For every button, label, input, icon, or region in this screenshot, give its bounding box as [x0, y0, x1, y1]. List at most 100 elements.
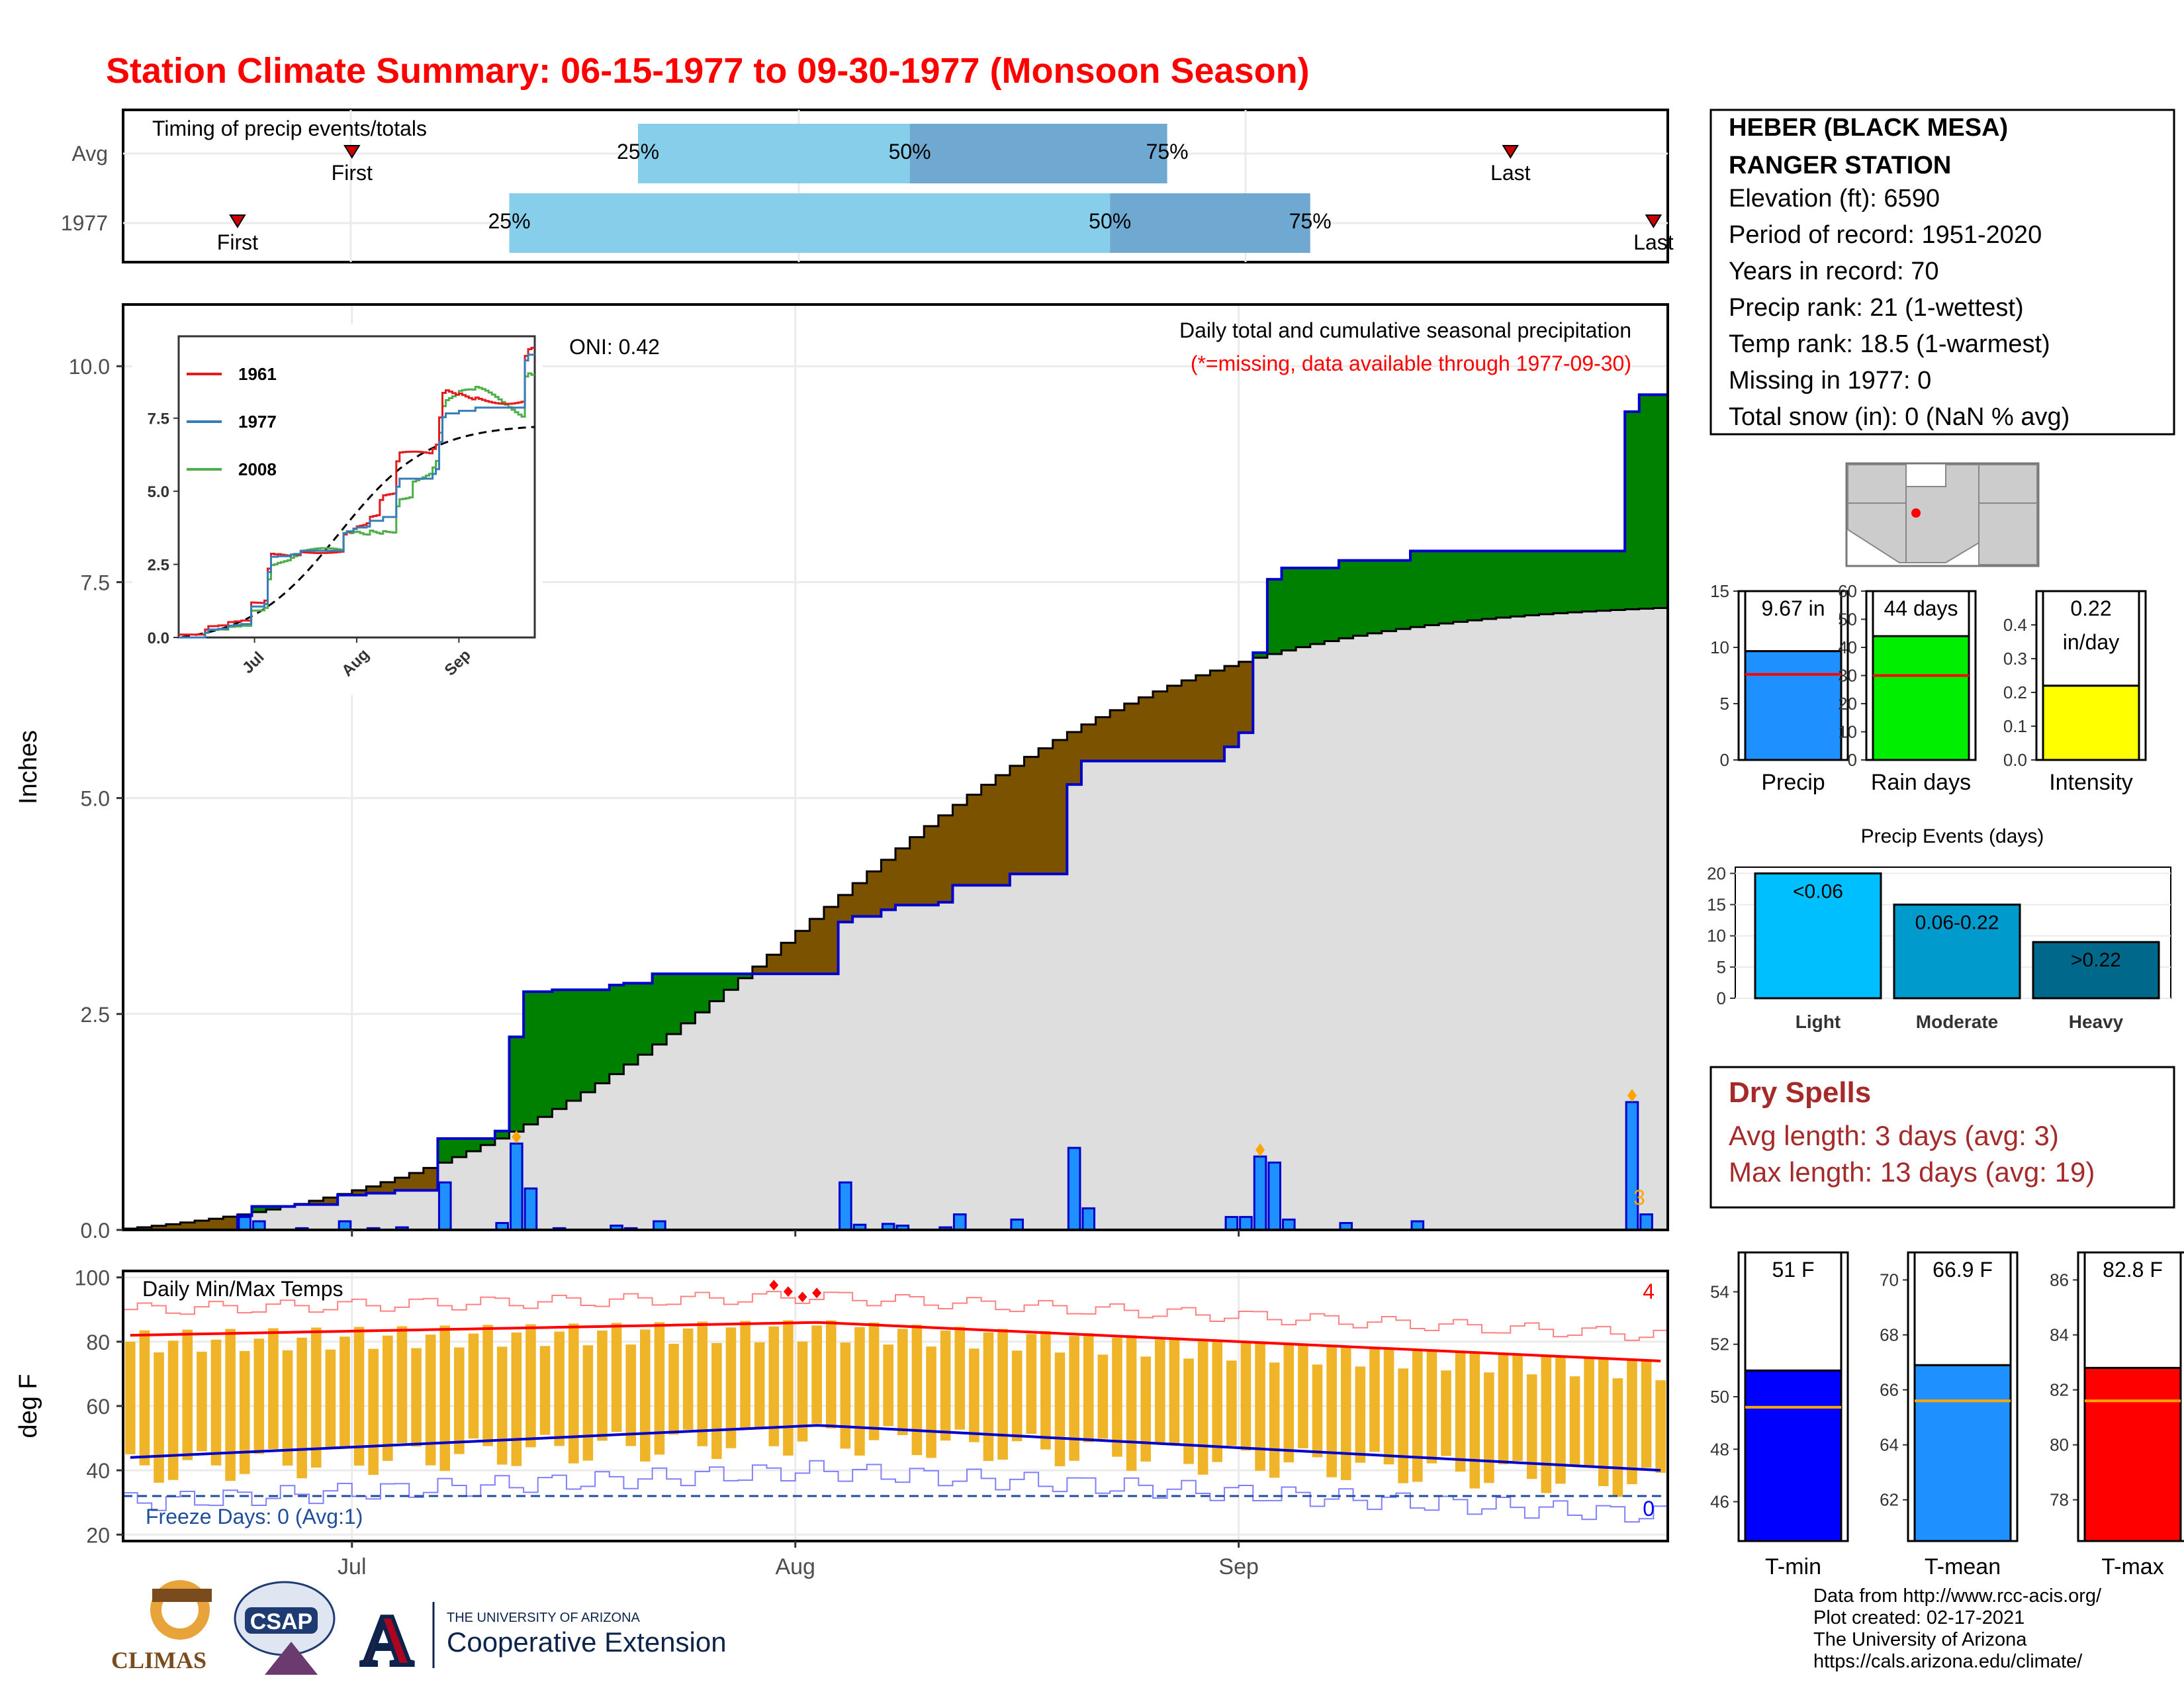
csap-logo: CSAP	[234, 1581, 336, 1675]
above-avg-shading	[1539, 551, 1554, 614]
ua-line2: Cooperative Extension	[447, 1626, 727, 1658]
record-high-marker	[797, 1291, 807, 1303]
csap-text: CSAP	[250, 1609, 312, 1634]
daily-temp-bar	[225, 1329, 236, 1481]
daily-temp-bar	[1126, 1335, 1137, 1471]
daily-temp-bar	[296, 1337, 307, 1479]
below-avg-shading	[895, 848, 911, 906]
mini-value-label-2: in/day	[2063, 630, 2119, 654]
daily-temp-bar	[482, 1325, 493, 1446]
events-bar-label: 0.06-0.22	[1915, 912, 1999, 934]
inset-legend-label: 2008	[238, 459, 277, 479]
timing-1977-q2-bar	[1110, 193, 1310, 253]
above-avg-shading	[509, 1037, 524, 1132]
daily-temp-bar	[1526, 1374, 1537, 1479]
daily-temp-bar	[825, 1320, 837, 1429]
daily-temp-bar	[1298, 1344, 1308, 1448]
below-avg-shading	[1081, 724, 1097, 761]
mini-ytick-label: 20	[1838, 694, 1857, 714]
daily-temp-bar	[1226, 1360, 1237, 1446]
temp-red-count: 4	[1643, 1280, 1655, 1303]
daily-precip-bar	[952, 1213, 967, 1231]
below-avg-shading	[180, 1222, 195, 1230]
daily-temp-bar	[711, 1342, 722, 1459]
temp-value-bar	[2083, 1366, 2182, 1542]
locator-map	[1845, 462, 2040, 567]
temp-bar-chart-t-mean: 62 64 66 68 70 66.9 F T-mean	[1880, 1251, 2019, 1579]
above-avg-shading	[738, 974, 753, 978]
avg-cumulative-line	[122, 607, 1668, 1230]
daily-temp-bar	[897, 1329, 908, 1435]
timing-avg-first-marker	[343, 145, 361, 159]
daily-temp-bar	[239, 1350, 250, 1474]
main-ytick-label: 5.0	[81, 787, 110, 811]
daily-temp-bar	[383, 1335, 393, 1461]
daily-temp-bar	[411, 1348, 422, 1447]
daily-temp-bar	[568, 1323, 579, 1464]
events-bar-label: <0.06	[1793, 880, 1843, 902]
inset-series-2008	[179, 372, 535, 639]
below-avg-shading	[165, 1224, 181, 1230]
below-avg-shading	[195, 1221, 210, 1230]
temp-value-bar	[1913, 1364, 2012, 1542]
temp-bar-ytick-label: 78	[2050, 1490, 2069, 1510]
daily-temp-bar	[1312, 1364, 1323, 1458]
temp-bar-ytick-label: 86	[2050, 1270, 2069, 1290]
below-avg-shading	[995, 774, 1011, 886]
daily-temp-bar	[1283, 1344, 1295, 1463]
above-avg-shading	[251, 1206, 267, 1213]
observed-cumulative-line	[123, 393, 1668, 1231]
station-info-line: Precip rank: 21 (1-wettest)	[1729, 294, 2024, 322]
mini-value-label: 9.67 in	[1761, 596, 1825, 620]
daily-temp-bar	[1398, 1368, 1408, 1483]
temp-bar-ytick-label: 84	[2050, 1325, 2069, 1345]
mini-ytick-label: 0.2	[2003, 682, 2027, 702]
temp-value-label: 82.8 F	[2103, 1258, 2163, 1282]
temp-bar-ytick-label: 68	[1880, 1325, 1899, 1345]
timing-1977-first-marker	[229, 214, 246, 228]
above-avg-shading	[1367, 560, 1383, 633]
footer-line: The University of Arizona	[1813, 1629, 2027, 1650]
mini-ytick-label: 0	[1848, 750, 1857, 770]
below-avg-shading	[223, 1216, 238, 1230]
daily-temp-bar	[840, 1342, 851, 1449]
daily-temp-bar	[425, 1335, 436, 1466]
daily-temp-bar	[926, 1346, 936, 1458]
footer-line: Data from http://www.rcc-acis.org/	[1813, 1585, 2102, 1607]
below-avg-shading	[423, 1168, 438, 1191]
above-avg-shading	[466, 1139, 481, 1152]
below-avg-shading	[208, 1219, 224, 1230]
daily-precip-bar	[1625, 1101, 1639, 1231]
inset-ytick-label: 0.0	[148, 630, 169, 647]
daily-temp-bar	[167, 1340, 179, 1480]
mini-ytick-label: 10	[1710, 637, 1729, 657]
daily-temp-bar	[1412, 1350, 1423, 1482]
daily-temp-bar	[496, 1346, 508, 1465]
below-avg-shading	[952, 804, 968, 886]
temp-value-label: 66.9 F	[1933, 1258, 1993, 1282]
daily-temp-bar	[511, 1333, 522, 1466]
station-info-line: Elevation (ft): 6590	[1729, 185, 1940, 212]
daily-temp-bar	[1097, 1354, 1109, 1439]
temp-label-box	[1744, 1251, 1843, 1372]
events-ytick-label: 0	[1717, 988, 1726, 1008]
daily-precip-bar	[1239, 1215, 1253, 1231]
daily-temp-bar	[1512, 1354, 1523, 1462]
timing-1977-p25-label: 25%	[488, 209, 530, 233]
daily-temp-bar	[1383, 1348, 1394, 1465]
above-avg-shading	[266, 1206, 281, 1210]
temp-value-label: 51 F	[1772, 1258, 1814, 1282]
daily-precip-bar	[1639, 1213, 1653, 1231]
daily-temp-bar	[597, 1330, 608, 1441]
above-avg-shading	[666, 974, 682, 1035]
daily-temp-bar	[1169, 1337, 1180, 1444]
oni-label: ONI: 0.42	[569, 335, 660, 359]
above-avg-shading	[1296, 567, 1311, 647]
temp-bar-ytick-label: 48	[1710, 1439, 1729, 1459]
events-category-label: Heavy	[2069, 1011, 2124, 1032]
daily-temp-bar	[668, 1344, 679, 1435]
above-avg-shading	[1639, 395, 1654, 609]
timing-1977-last-label: Last	[1633, 230, 1674, 254]
events-category-label: Moderate	[1916, 1011, 1998, 1032]
daily-temp-bar	[969, 1348, 979, 1442]
